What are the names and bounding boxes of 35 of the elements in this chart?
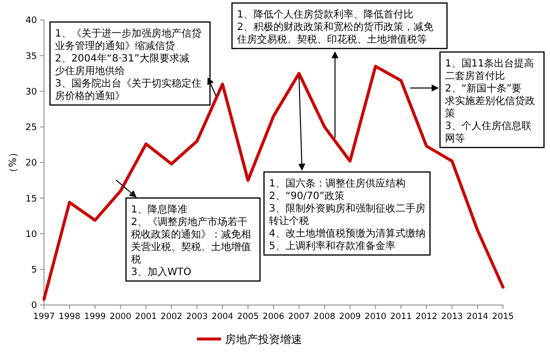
y-tick-label: 25: [26, 123, 37, 134]
x-tick-label: 2011: [390, 312, 412, 322]
x-tick-label: 2001: [135, 312, 157, 322]
y-tick-label: 0: [31, 301, 38, 312]
x-tick-label: 2007: [288, 312, 310, 322]
x-tick-label: 1998: [58, 312, 80, 322]
annotation: 1、降低个人住房贷款利率、降低首付比 2、积极的财政政策和宽松的货币政策，减免住房交易税、契税、印花税、土地增值税等: [237, 8, 434, 46]
x-tick-label: 2012: [416, 312, 438, 322]
x-tick-label: 2004: [212, 312, 234, 322]
y-tick-label: 20: [26, 158, 38, 169]
legend-label: 房地产投资增速: [225, 332, 302, 346]
y-tick-label: 15: [26, 194, 37, 204]
y-tick-label: 35: [26, 52, 37, 62]
x-tick-label: 2002: [160, 312, 182, 322]
y-tick-label: 10: [26, 230, 38, 240]
x-tick-label: 1997: [33, 312, 55, 322]
x-tick-label: 2015: [492, 312, 514, 322]
x-tick-label: 2003: [186, 312, 208, 322]
x-tick-label: 2010: [364, 312, 386, 322]
x-tick-label: 2006: [262, 312, 284, 322]
annotation: 1、国11条出台提高二套房首付比 2、“新国十条”要求实施差别化信贷政策 3、个人住房信息联网等: [445, 58, 535, 144]
x-tick-label: 1999: [84, 312, 106, 322]
x-tick-label: 2014: [466, 312, 488, 322]
x-tick-label: 2005: [237, 312, 259, 322]
annotation: 1、《关于进一步加强房地产信贷业务管理的通知》缩减信贷 2、2004年“8·31”大限要求减少住房用地供给 3、国务院出台《关于切实稳定住房价格的通知》: [55, 28, 202, 102]
annotation: 1、国六条：调整住房供应结构 2、“90/70”政策 3、限制外资购房和强制征收二手房转让个税 4、改土地增值税预缴为清算式缴纳 5、上调利率和存款准备金率: [269, 178, 426, 252]
y-tick-label: 5: [31, 266, 37, 276]
y-tick-label: 40: [26, 16, 38, 26]
y-tick-label: 30: [26, 87, 38, 98]
x-tick-label: 2008: [314, 312, 336, 322]
y-axis-title: （%）: [8, 148, 19, 178]
x-tick-label: 2000: [110, 312, 132, 322]
annotation: 1、降息降准 2、《调整房地产市场若干税收政策的通知》：减免相关营业税、契税、土地增值税 3、加入WTO: [131, 204, 251, 278]
x-tick-label: 2009: [339, 312, 361, 322]
x-tick-label: 2013: [441, 312, 463, 322]
